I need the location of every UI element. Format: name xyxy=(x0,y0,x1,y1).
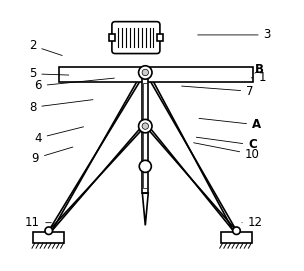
Bar xyxy=(221,232,252,243)
Text: 12: 12 xyxy=(242,216,263,229)
Text: C: C xyxy=(196,137,257,151)
Text: 10: 10 xyxy=(194,143,260,161)
Circle shape xyxy=(139,160,151,172)
Circle shape xyxy=(142,69,149,76)
Bar xyxy=(33,232,64,243)
Bar xyxy=(109,34,115,41)
Text: 9: 9 xyxy=(32,147,73,165)
Polygon shape xyxy=(142,193,148,225)
Circle shape xyxy=(139,66,152,79)
Circle shape xyxy=(139,120,152,133)
Text: 3: 3 xyxy=(198,28,271,41)
Text: 5: 5 xyxy=(29,67,69,80)
Text: 8: 8 xyxy=(29,100,93,114)
Text: 2: 2 xyxy=(29,39,62,56)
Text: 6: 6 xyxy=(34,78,114,92)
Circle shape xyxy=(45,227,53,234)
Text: A: A xyxy=(199,118,261,131)
Circle shape xyxy=(233,227,240,234)
Text: 11: 11 xyxy=(25,216,51,229)
Text: 4: 4 xyxy=(34,127,84,145)
FancyBboxPatch shape xyxy=(112,22,160,54)
Bar xyxy=(143,83,147,188)
Text: 7: 7 xyxy=(181,85,254,98)
Bar xyxy=(142,72,148,193)
Circle shape xyxy=(142,123,149,129)
Text: 1: 1 xyxy=(251,71,266,84)
Text: B: B xyxy=(255,63,264,76)
Bar xyxy=(157,34,163,41)
Bar xyxy=(60,67,253,82)
